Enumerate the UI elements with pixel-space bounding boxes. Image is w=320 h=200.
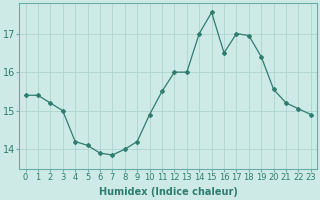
- X-axis label: Humidex (Indice chaleur): Humidex (Indice chaleur): [99, 187, 238, 197]
